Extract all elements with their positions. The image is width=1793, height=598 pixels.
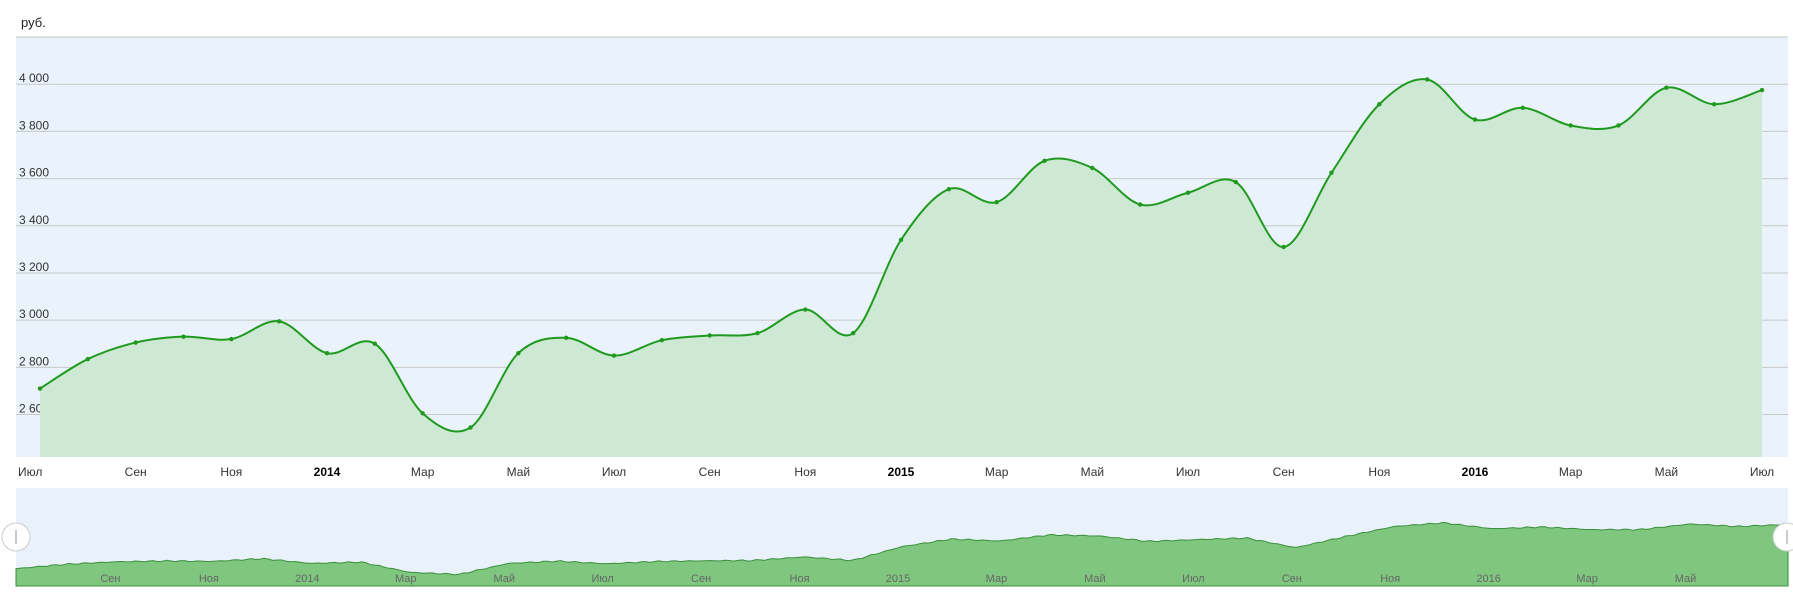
price-point: [181, 334, 186, 339]
price-point: [276, 319, 282, 324]
price-point: [1137, 202, 1143, 207]
y-tick-label: 3 000: [19, 307, 49, 321]
price-point: [1329, 170, 1334, 175]
x-tick-label: 2016: [1462, 465, 1489, 479]
price-point: [659, 338, 665, 343]
x-tick-label: Июл: [1750, 465, 1774, 479]
navigator-tick-label: Май: [1675, 573, 1697, 585]
price-point: [1377, 102, 1382, 107]
price-point: [1090, 165, 1095, 171]
y-tick-label: 3 200: [19, 260, 49, 274]
price-markers: [37, 77, 1765, 430]
x-tick-label: Мар: [985, 465, 1009, 479]
navigator-tick-label: Ноя: [790, 573, 810, 585]
x-tick-label: Май: [1655, 465, 1679, 479]
navigator-tick-label: Июл: [1182, 573, 1204, 585]
price-point: [85, 356, 91, 362]
price-point: [1233, 179, 1239, 185]
x-tick-label: Май: [507, 465, 531, 479]
price-point: [755, 330, 760, 336]
price-point: [803, 307, 808, 312]
price-point: [324, 350, 330, 356]
price-point: [563, 335, 569, 341]
y-tick-label: 2 800: [19, 354, 49, 368]
price-point: [1759, 87, 1765, 93]
price-point: [37, 386, 43, 391]
price-point: [1042, 158, 1047, 164]
price-point: [1711, 102, 1717, 107]
y-tick-label: 4 000: [19, 71, 49, 85]
navigator-tick-label: Сен: [1282, 573, 1302, 585]
navigator-tick-label: Мар: [1576, 573, 1598, 585]
y-tick-label: 3 800: [19, 118, 49, 132]
x-axis-ticks: Июл Сен Ноя 2014 Мар Май Июл Сен Ноя 2015 Мар Май Ию…: [18, 465, 1774, 479]
navigator-tick-label: Ноя: [199, 573, 219, 585]
price-point: [946, 186, 952, 192]
x-tick-label: 2014: [314, 465, 341, 479]
price-point: [1472, 117, 1478, 122]
navigator-tick-label: Мар: [395, 573, 417, 585]
price-point: [850, 330, 856, 336]
x-tick-label: Сен: [1273, 465, 1295, 479]
navigator-tick-label: Сен: [100, 573, 120, 585]
x-tick-label: Сен: [699, 465, 721, 479]
x-tick-label: Ноя: [794, 465, 816, 479]
price-point: [1424, 77, 1430, 82]
y-tick-label: 3 400: [19, 213, 49, 227]
price-point: [1568, 123, 1573, 128]
price-point: [707, 333, 712, 338]
navigator-left-handle[interactable]: [1, 522, 31, 552]
price-point: [994, 199, 999, 205]
x-tick-label: Июл: [18, 465, 42, 479]
navigator-tick-label: Июл: [591, 573, 613, 585]
navigator-tick-label: Май: [493, 573, 515, 585]
x-tick-label: Ноя: [1368, 465, 1390, 479]
x-tick-label: Мар: [1559, 465, 1583, 479]
navigator-tick-label: 2015: [886, 573, 910, 585]
navigator-tick-label: 2014: [295, 573, 319, 585]
price-point: [1664, 85, 1669, 90]
x-tick-label: Май: [1081, 465, 1105, 479]
price-point: [1281, 244, 1286, 250]
x-tick-label: Ноя: [220, 465, 242, 479]
y-tick-label: 3 600: [19, 166, 49, 180]
navigator-tick-label: Ноя: [1380, 573, 1400, 585]
navigator-area: [15, 521, 1789, 587]
navigator-tick-label: Сен: [691, 573, 711, 585]
price-point: [898, 237, 904, 243]
x-tick-label: Мар: [411, 465, 435, 479]
price-point: [1520, 105, 1526, 110]
navigator-tick-label: Мар: [986, 573, 1008, 585]
navigator-right-handle[interactable]: [1772, 522, 1793, 552]
x-tick-label: 2015: [888, 465, 915, 479]
navigator-tick-label: 2016: [1476, 573, 1500, 585]
price-point: [1616, 123, 1621, 128]
x-tick-label: Июл: [602, 465, 626, 479]
y-axis-unit-label: руб.: [21, 15, 46, 30]
x-tick-label: Июл: [1176, 465, 1200, 479]
price-point: [468, 425, 473, 430]
x-tick-label: Сен: [125, 465, 147, 479]
price-point: [1185, 190, 1191, 195]
navigator-tick-label: Май: [1084, 573, 1106, 585]
price-point: [516, 350, 521, 356]
navigator-ticks: Сен Ноя 2014 Мар Май Июл Сен Ноя 2015 Мар Май Июл Се…: [100, 573, 1696, 585]
price-point: [229, 336, 234, 342]
price-point: [372, 341, 378, 346]
price-point: [611, 353, 617, 358]
price-point: [133, 340, 138, 345]
navigator[interactable]: Сен Ноя 2014 Мар Май Июл Сен Ноя 2015 Мар Май Июл Се…: [1, 488, 1793, 587]
price-point: [420, 411, 425, 416]
